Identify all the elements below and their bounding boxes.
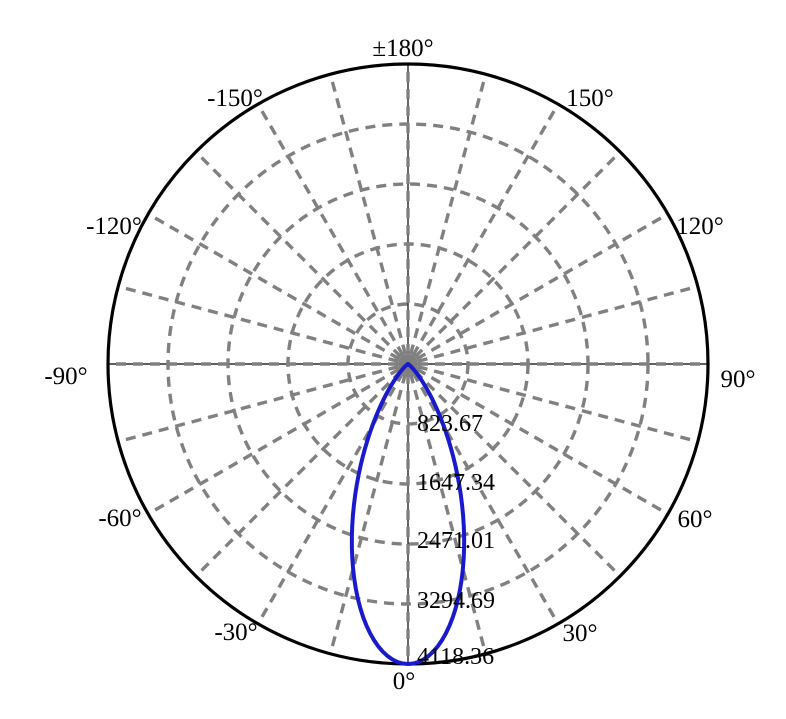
angle-label-180: ±180° [372,35,433,62]
angle-label--120: -120° [86,213,142,240]
polar-grid-spoke [417,364,699,444]
radial-tick-label: 3294.69 [417,588,495,614]
angle-label-30: 30° [563,620,598,647]
angle-label-90: 90° [721,366,756,393]
radial-tick-label: 823.67 [417,411,483,437]
polar-grid-spoke [413,369,622,578]
polar-grid-ring [346,302,470,426]
polar-grid-spoke [328,73,408,355]
polar-grid-spoke [194,369,403,578]
polar-grid-spoke [256,371,405,625]
polar-grid-spoke [147,212,401,361]
radial-tick-label: 2471.01 [417,528,495,554]
polar-grid-spoke [117,284,399,364]
angle-label-150: 150° [566,85,614,112]
polar-grid-spoke [415,367,669,516]
polar-grid-spoke [411,371,560,625]
intensity-curve [349,362,467,666]
radial-tick-label: 4118.36 [417,644,494,670]
polar-grid-spoke [408,373,488,655]
polar-grid-spoke [408,73,488,355]
angle-label-0: 0° [393,668,416,695]
angle-label--90: -90° [44,363,87,390]
polar-grid-spoke [147,367,401,516]
angle-label--30: -30° [214,619,257,646]
polar-grid-spoke [328,373,408,655]
polar-grid-spoke [411,103,560,357]
angle-label--60: -60° [98,505,141,532]
polar-grid-spoke [413,150,622,359]
angle-label--150: -150° [207,85,263,112]
polar-grid-spoke [194,150,403,359]
polar-grid-spoke [256,103,405,357]
radial-tick-label: 1647.34 [417,470,495,496]
polar-grid-spoke [417,284,699,364]
polar-grid-spoke [117,364,399,444]
angle-label-60: 60° [678,506,713,533]
polar-grid-spoke [415,212,669,361]
angle-label-120: 120° [676,213,724,240]
